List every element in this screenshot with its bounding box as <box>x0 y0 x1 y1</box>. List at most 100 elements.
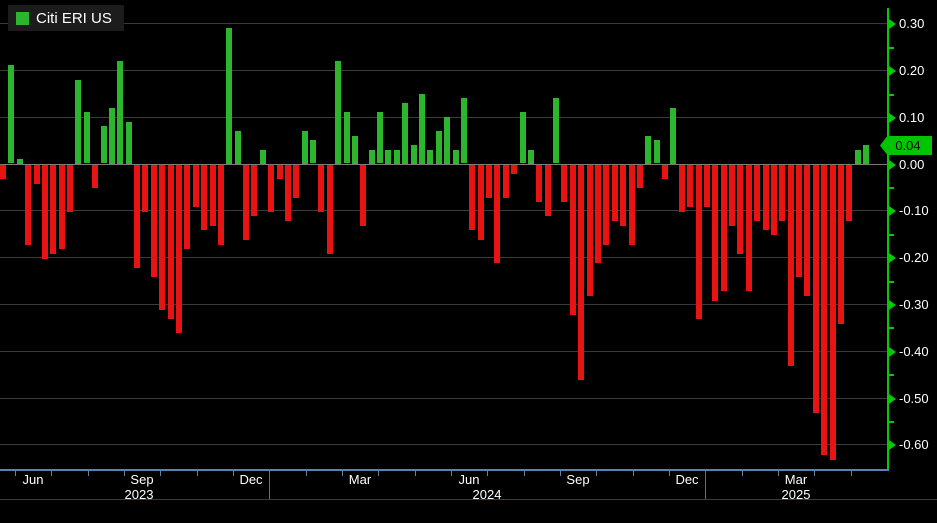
x-month-tick <box>342 471 343 476</box>
bar <box>846 165 852 221</box>
bar <box>763 165 769 230</box>
bar <box>84 112 90 163</box>
x-month-tick <box>851 471 852 476</box>
bar <box>184 165 190 249</box>
bar <box>863 145 869 164</box>
bar <box>821 165 827 455</box>
y-tick-arrow-icon <box>889 300 896 310</box>
x-month-tick <box>669 471 670 476</box>
bar <box>8 65 14 163</box>
bar <box>210 165 216 226</box>
bar <box>830 165 836 460</box>
bar <box>75 80 81 164</box>
zero-line <box>0 164 888 165</box>
bar <box>117 61 123 164</box>
y-minor-tick <box>889 374 894 376</box>
bar <box>0 165 6 179</box>
bar <box>25 165 31 245</box>
y-minor-tick <box>889 234 894 236</box>
bar <box>251 165 257 216</box>
bar <box>302 131 308 164</box>
y-tick-arrow-icon <box>889 253 896 263</box>
x-month-label: Mar <box>348 472 372 487</box>
status-divider <box>0 499 937 500</box>
x-month-tick <box>51 471 52 476</box>
bar <box>855 150 861 164</box>
gridline <box>0 257 888 258</box>
bar <box>712 165 718 301</box>
x-month-tick <box>306 471 307 476</box>
bar <box>67 165 73 212</box>
bar <box>578 165 584 380</box>
y-tick-label: -0.40 <box>899 344 929 359</box>
bar <box>226 28 232 164</box>
bar <box>478 165 484 240</box>
x-month-tick <box>560 471 561 476</box>
gridline <box>0 444 888 445</box>
bar <box>804 165 810 296</box>
bar <box>285 165 291 221</box>
bar <box>176 165 182 333</box>
x-month-label: Dec <box>239 472 263 487</box>
bar <box>620 165 626 226</box>
bar <box>788 165 794 366</box>
bar <box>662 165 668 179</box>
bar <box>193 165 199 207</box>
x-month-tick <box>233 471 234 476</box>
bar <box>494 165 500 263</box>
bar <box>92 165 98 188</box>
bar <box>779 165 785 221</box>
x-month-tick <box>88 471 89 476</box>
bar <box>696 165 702 319</box>
last-value-badge: 0.04 <box>880 136 932 155</box>
x-month-tick <box>197 471 198 476</box>
bar <box>235 131 241 164</box>
y-tick-arrow-icon <box>889 160 896 170</box>
bar <box>310 140 316 163</box>
chart-legend[interactable]: Citi ERI US <box>8 5 124 31</box>
y-tick-arrow-icon <box>889 394 896 404</box>
y-tick-arrow-icon <box>889 347 896 357</box>
bar <box>654 140 660 163</box>
y-minor-tick <box>889 421 894 423</box>
x-month-tick <box>814 471 815 476</box>
bar <box>444 117 450 164</box>
x-month-tick <box>451 471 452 476</box>
bar <box>528 150 534 164</box>
y-tick-label: -0.20 <box>899 250 929 265</box>
bar <box>402 103 408 164</box>
x-month-tick <box>524 471 525 476</box>
x-month-tick <box>633 471 634 476</box>
bar <box>17 159 23 164</box>
y-tick-label: -0.50 <box>899 391 929 406</box>
x-year-label: 2024 <box>472 487 502 502</box>
y-tick-label: -0.10 <box>899 203 929 218</box>
bar <box>369 150 375 164</box>
y-minor-tick <box>889 327 894 329</box>
gridline <box>0 304 888 305</box>
bar <box>721 165 727 291</box>
bar <box>771 165 777 235</box>
y-tick-label: -0.30 <box>899 297 929 312</box>
x-month-tick <box>778 471 779 476</box>
y-tick-arrow-icon <box>889 66 896 76</box>
bar <box>243 165 249 240</box>
bar <box>318 165 324 212</box>
gridline <box>0 23 888 24</box>
y-minor-tick <box>889 47 894 49</box>
bar <box>503 165 509 198</box>
bar <box>142 165 148 212</box>
status-bar: CGERUSA1 Index (Citi ERI US) US Earnings… <box>0 502 937 523</box>
bar <box>461 98 467 163</box>
bar <box>360 165 366 226</box>
bar <box>427 150 433 164</box>
bar <box>385 150 391 164</box>
bar <box>570 165 576 315</box>
bar <box>679 165 685 212</box>
bar <box>126 122 132 164</box>
y-tick-label: 0.20 <box>899 63 925 78</box>
y-minor-tick <box>889 187 894 189</box>
bar <box>159 165 165 310</box>
x-month-tick <box>742 471 743 476</box>
y-tick-arrow-icon <box>889 113 896 123</box>
